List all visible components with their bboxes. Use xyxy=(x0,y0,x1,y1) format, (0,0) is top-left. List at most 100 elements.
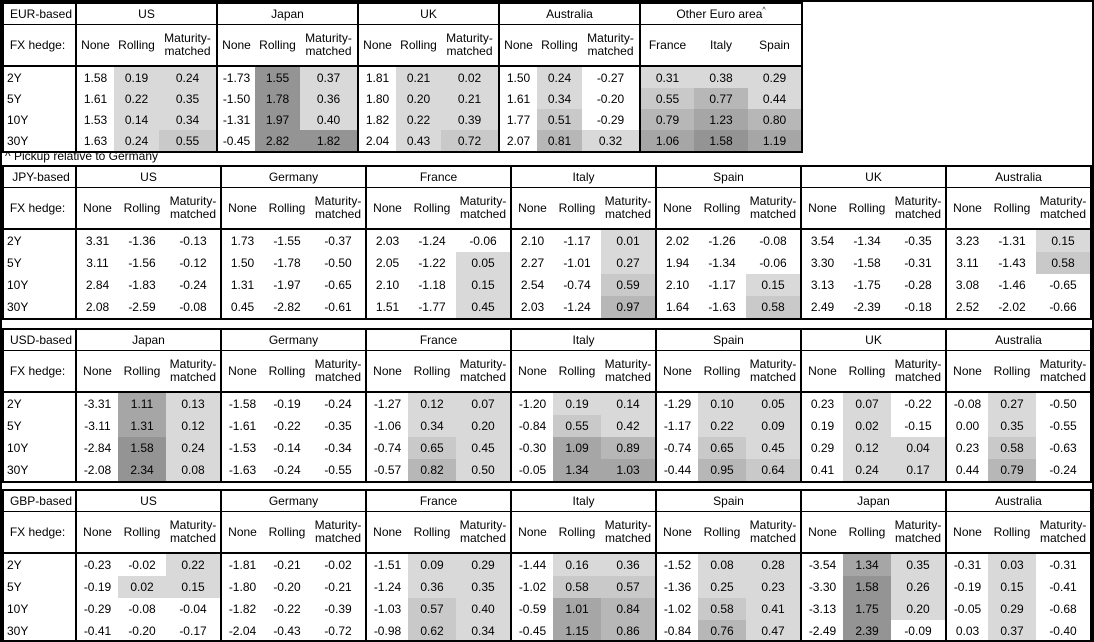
group-header-label: Germany xyxy=(268,494,319,508)
base-label: USD-based xyxy=(3,329,76,351)
data-cell: -0.21 xyxy=(311,576,366,598)
data-cell: 0.38 xyxy=(694,66,748,88)
hedge-column-header: None xyxy=(655,350,698,393)
data-cell: 2.82 xyxy=(255,130,300,152)
data-cell: -1.18 xyxy=(408,274,456,296)
data-cell: -0.14 xyxy=(263,437,311,459)
data-cell: 0.20 xyxy=(891,598,946,620)
row-label: 2Y xyxy=(7,70,22,85)
group-header-label: Japan xyxy=(857,494,890,508)
group-header-label: Spain xyxy=(713,170,744,184)
data-cell: 1.78 xyxy=(255,88,300,109)
data-cell: -1.63 xyxy=(698,296,746,319)
data-cell: -0.29 xyxy=(75,598,118,620)
group-header-uk: UK xyxy=(800,329,946,351)
hedge-column-header: Rolling xyxy=(118,187,166,230)
hedge-column-header: Rolling xyxy=(553,187,601,230)
hedge-column-header: None xyxy=(510,187,553,230)
data-cell: 0.40 xyxy=(456,598,511,620)
table-row: 5Y 3.11 -1.56 -0.12 1.50 -1.78 -0.50 2.05 -1.22 0… xyxy=(3,252,1091,274)
group-header-france: France xyxy=(365,166,511,188)
data-cell: 0.12 xyxy=(166,415,221,437)
data-cell: 0.01 xyxy=(601,229,656,252)
data-cell: 1.75 xyxy=(843,598,891,620)
group-header-label: US xyxy=(138,7,155,21)
data-cell: -0.40 xyxy=(1036,620,1091,640)
data-cell: 0.58 xyxy=(746,296,801,319)
group-header-label: Germany xyxy=(268,333,319,347)
hedge-column-header: Rolling xyxy=(408,187,456,230)
data-cell: -0.19 xyxy=(75,576,118,598)
fx-hedge-label: FX hedge: xyxy=(3,187,76,230)
data-cell: 2.08 xyxy=(75,296,118,319)
data-cell: -0.68 xyxy=(1036,598,1091,620)
row-label: 2Y xyxy=(7,234,22,248)
table-row: 2Y 1.58 0.19 0.24 -1.73 1.55 0.37 1.81 0.21 0.02 1… xyxy=(3,66,802,88)
group-header-label: Spain xyxy=(713,333,744,347)
data-cell: -1.52 xyxy=(655,553,698,576)
hedge-column-header: Rolling xyxy=(988,187,1036,230)
group-header-label: Other Euro area xyxy=(676,7,763,21)
data-cell: 1.53 xyxy=(75,109,114,130)
group-header-germany: Germany xyxy=(220,490,366,512)
hedge-column-header: Italy xyxy=(694,24,748,67)
hedge-column-header: Rolling xyxy=(988,350,1036,393)
data-cell: 0.65 xyxy=(408,437,456,459)
data-cell: -0.22 xyxy=(891,392,946,415)
group-header-label: UK xyxy=(420,7,437,21)
data-cell: -0.06 xyxy=(456,229,511,252)
data-cell: 0.45 xyxy=(220,296,263,319)
group-header-label: Japan xyxy=(271,7,304,21)
hedge-column-header: None xyxy=(800,350,843,393)
data-cell: 2.10 xyxy=(655,274,698,296)
data-cell: -1.58 xyxy=(220,392,263,415)
data-cell: -1.02 xyxy=(510,576,553,598)
data-cell: 0.02 xyxy=(843,415,891,437)
group-header-label: Japan xyxy=(132,333,165,347)
data-cell: 0.79 xyxy=(988,459,1036,482)
hedge-column-header: Maturity-matched xyxy=(166,187,221,230)
hedge-column-header: Maturity-matched xyxy=(891,511,946,554)
row-label: 10Y xyxy=(7,278,29,292)
data-cell: 0.79 xyxy=(639,109,694,130)
data-cell: 0.80 xyxy=(748,109,802,130)
data-cell: -1.20 xyxy=(510,392,553,415)
data-cell: -1.22 xyxy=(408,252,456,274)
hedge-column-header: Maturity-matched xyxy=(746,511,801,554)
data-cell: 1.31 xyxy=(220,274,263,296)
hedge-column-header: Rolling xyxy=(843,187,891,230)
hedge-column-header: Rolling xyxy=(698,350,746,393)
data-cell: -0.20 xyxy=(263,576,311,598)
data-cell: 0.24 xyxy=(159,66,217,88)
table-row: 5Y -3.11 1.31 0.12 -1.61 -0.22 -0.35 -1.06 0.34 0… xyxy=(3,415,1091,437)
data-cell: 1.34 xyxy=(553,459,601,482)
group-header-label: Australia xyxy=(995,333,1042,347)
group-header-germany: Germany xyxy=(220,166,366,188)
data-cell: -0.84 xyxy=(655,620,698,640)
data-cell: 2.39 xyxy=(843,620,891,640)
data-cell: 1.81 xyxy=(357,66,396,88)
row-label: 5Y xyxy=(7,580,22,594)
row-label: 30Y xyxy=(7,624,29,638)
data-cell: -0.74 xyxy=(365,437,408,459)
data-cell: 0.29 xyxy=(748,66,802,88)
data-cell: 3.11 xyxy=(945,252,988,274)
data-cell: 0.22 xyxy=(396,109,441,130)
data-cell: -0.09 xyxy=(891,620,946,640)
table-row: 10Y 1.53 0.14 0.34 -1.31 1.97 0.40 1.82 0.22 0.39… xyxy=(3,109,802,130)
data-cell: -1.29 xyxy=(655,392,698,415)
data-cell: -1.46 xyxy=(988,274,1036,296)
data-cell: -0.37 xyxy=(311,229,366,252)
data-cell: -1.34 xyxy=(698,252,746,274)
group-header-label: Australia xyxy=(995,170,1042,184)
data-cell: 3.30 xyxy=(800,252,843,274)
group-header-other-euro-area: Other Euro area^ xyxy=(639,3,802,25)
data-cell: 3.13 xyxy=(800,274,843,296)
data-cell: 0.19 xyxy=(114,66,159,88)
data-cell: 2.02 xyxy=(655,229,698,252)
country-header-row: JPY-based US Germany France Italy Spain UK Aust… xyxy=(3,166,1091,188)
table-row: 2Y -3.31 1.11 0.13 -1.58 -0.19 -0.24 -1.27 0.12 0… xyxy=(3,392,1091,415)
data-cell: 1.50 xyxy=(220,252,263,274)
data-cell: -0.08 xyxy=(746,229,801,252)
data-cell: -0.13 xyxy=(166,229,221,252)
